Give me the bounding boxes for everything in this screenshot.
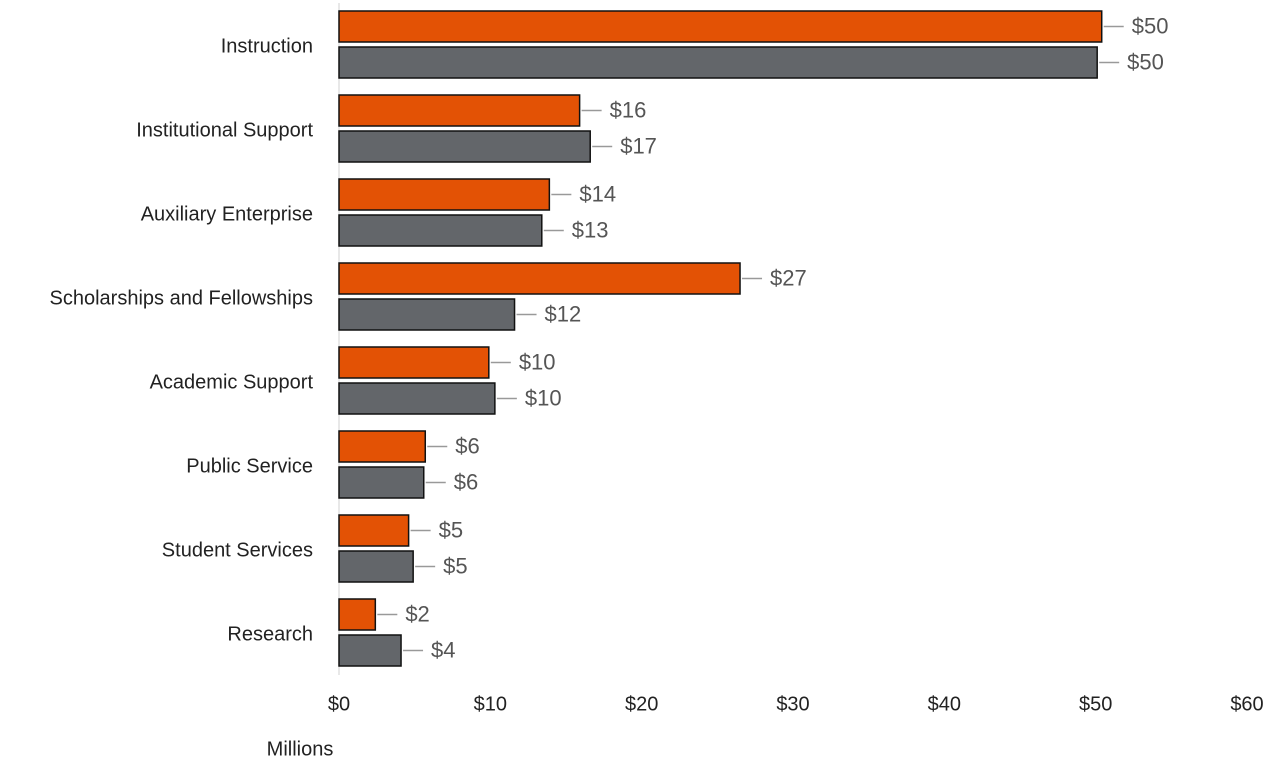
x-tick-label: $10 xyxy=(474,693,507,715)
value-label: $16 xyxy=(610,97,647,122)
bar xyxy=(338,130,591,163)
y-tick-label: Instruction xyxy=(221,35,313,57)
bar xyxy=(338,346,490,379)
bar xyxy=(338,10,1103,43)
x-tick-label: $50 xyxy=(1079,693,1112,715)
value-label: $10 xyxy=(519,349,556,374)
value-label: $6 xyxy=(455,433,479,458)
bar xyxy=(338,178,551,211)
value-label: $10 xyxy=(525,385,562,410)
value-label: $2 xyxy=(405,601,429,626)
bar xyxy=(338,514,410,547)
x-axis-label: Millions xyxy=(267,738,334,760)
x-tick-label: $20 xyxy=(625,693,658,715)
x-tick-label: $0 xyxy=(328,693,350,715)
value-label: $14 xyxy=(579,181,616,206)
value-label: $50 xyxy=(1132,13,1169,38)
bar xyxy=(338,430,427,463)
bar xyxy=(338,466,425,499)
y-tick-label: Public Service xyxy=(186,455,313,477)
value-label: $5 xyxy=(439,517,463,542)
bar xyxy=(338,214,543,247)
x-tick-label: $30 xyxy=(776,693,809,715)
x-tick-label: $40 xyxy=(928,693,961,715)
value-label: $50 xyxy=(1127,49,1164,74)
bar xyxy=(338,46,1098,79)
y-tick-label: Auxiliary Enterprise xyxy=(141,203,313,225)
y-tick-label: Student Services xyxy=(162,539,313,561)
bar xyxy=(338,598,377,631)
value-label: $13 xyxy=(572,217,609,242)
value-label: $6 xyxy=(454,469,478,494)
bar xyxy=(338,94,581,127)
value-label: $5 xyxy=(443,553,467,578)
y-tick-label: Research xyxy=(227,623,313,645)
bar xyxy=(338,298,516,331)
bar xyxy=(338,634,402,667)
x-tick-label: $60 xyxy=(1230,693,1263,715)
y-tick-label: Institutional Support xyxy=(136,119,313,141)
y-tick-label: Scholarships and Fellowships xyxy=(50,287,313,309)
value-label: $4 xyxy=(431,637,455,662)
bar xyxy=(338,550,414,583)
value-label: $27 xyxy=(770,265,807,290)
value-label: $12 xyxy=(545,301,582,326)
bar xyxy=(338,382,496,415)
value-label: $17 xyxy=(620,133,657,158)
y-tick-label: Academic Support xyxy=(150,371,314,393)
bar xyxy=(338,262,741,295)
